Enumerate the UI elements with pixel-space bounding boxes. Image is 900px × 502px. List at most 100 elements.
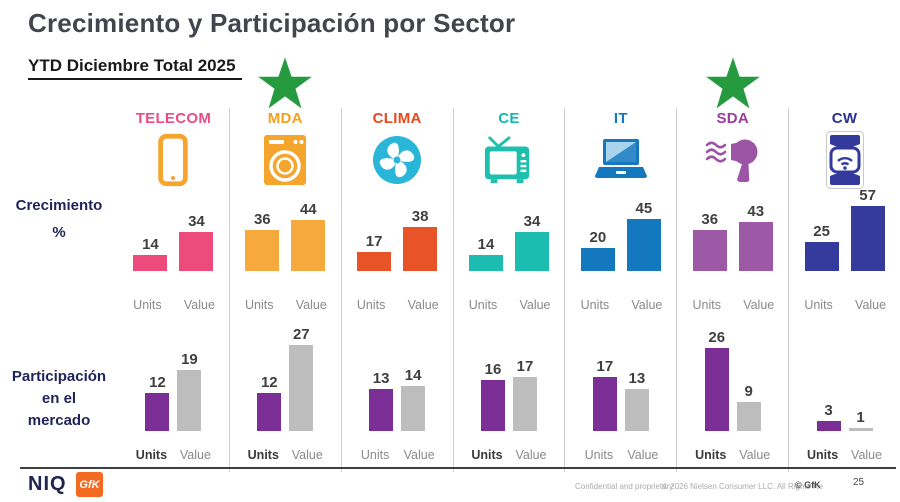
growth-axis-labels: Units Value xyxy=(677,298,788,312)
washing-machine-icon xyxy=(230,130,341,190)
share-value-bar xyxy=(848,427,873,431)
page-number: 25 xyxy=(853,477,865,488)
bar-value-label: 17 xyxy=(516,357,534,375)
share-units-bar-item: 3 xyxy=(816,402,841,431)
laptop-icon xyxy=(565,130,676,190)
axis-units-label: Units xyxy=(247,448,279,462)
share-axis-labels: Units Value xyxy=(565,448,676,462)
axis-value-label: Value xyxy=(179,448,211,462)
growth-bars: 20 45 xyxy=(565,185,676,271)
confidential-note: Confidential and proprietary xyxy=(575,482,674,491)
copyright-note: © 2026 Nielsen Consumer LLC. All Rights … xyxy=(662,482,824,491)
axis-value-label: Value xyxy=(407,298,439,312)
bar-value-label: 13 xyxy=(372,370,390,388)
growth-units-bar-item: 25 xyxy=(804,223,839,271)
axis-units-label: Units xyxy=(692,298,721,312)
growth-bars: 17 38 xyxy=(342,185,453,271)
gfk-logo: GfK xyxy=(76,472,103,497)
share-units-bar-item: 16 xyxy=(481,361,505,431)
niq-logo: NIQ xyxy=(28,473,67,495)
growth-bars: 14 34 xyxy=(118,185,229,271)
share-units-bar-item: 26 xyxy=(704,328,729,431)
axis-units-label: Units xyxy=(580,298,610,312)
growth-axis-labels: Units Value xyxy=(565,298,676,312)
share-units-bar xyxy=(369,389,394,431)
sector-columns: TELECOM 14 34 Units Value 12 19 Units Value MDA 36… xyxy=(118,57,900,472)
share-units-bar-item: 12 xyxy=(145,373,170,431)
growth-units-bar xyxy=(357,251,392,271)
sector-column-mda: MDA 36 44 Units Value 12 27 Units Value xyxy=(228,57,341,472)
share-row-label-block: Participación en el mercado xyxy=(0,366,118,432)
axis-value-label: Value xyxy=(851,448,883,462)
growth-value-bar xyxy=(850,205,885,271)
bar-value-label: 38 xyxy=(411,208,429,226)
growth-value-bar xyxy=(403,227,438,271)
smartwatch-icon xyxy=(789,130,900,190)
growth-value-bar-item: 43 xyxy=(738,203,773,271)
share-units-bar xyxy=(592,376,617,431)
smartphone-icon xyxy=(118,130,229,190)
growth-value-bar-item: 44 xyxy=(291,201,326,271)
axis-value-label: Value xyxy=(519,298,551,312)
growth-bars: 25 57 xyxy=(789,185,900,271)
bar-value-label: 27 xyxy=(292,325,310,343)
bar-value-label: 17 xyxy=(596,357,614,375)
growth-axis-labels: Units Value xyxy=(789,298,900,312)
growth-units-bar xyxy=(580,248,615,271)
bar-value-label: 1 xyxy=(856,408,865,426)
growth-value-bar xyxy=(515,231,549,271)
axis-value-label: Value xyxy=(743,298,775,312)
growth-axis-labels: Units Value xyxy=(118,298,229,312)
growth-units-bar xyxy=(245,229,280,271)
growth-units-bar-item: 14 xyxy=(133,236,168,271)
share-bars: 12 19 xyxy=(118,325,229,431)
bar-value-label: 12 xyxy=(260,373,278,391)
bar-value-label: 34 xyxy=(523,212,541,230)
growth-units-bar xyxy=(804,242,839,271)
copyright-brand: © GfK xyxy=(795,480,821,490)
axis-units-label: Units xyxy=(356,298,386,312)
axis-value-label: Value xyxy=(855,298,887,312)
bar-value-label: 45 xyxy=(635,200,653,218)
sector-label: TELECOM xyxy=(135,110,212,127)
sector-column-sda: SDA 36 43 Units Value 26 9 Units Value xyxy=(676,57,788,472)
share-units-bar xyxy=(704,347,729,431)
share-value-bar xyxy=(289,344,314,431)
growth-value-bar-item: 34 xyxy=(179,213,214,271)
share-value-bar xyxy=(401,386,426,431)
growth-value-bar-item: 34 xyxy=(515,213,549,271)
share-value-bar xyxy=(736,402,761,431)
bar-value-label: 25 xyxy=(813,223,830,241)
share-axis-labels: Units Value xyxy=(677,448,788,462)
bar-value-label: 36 xyxy=(253,210,271,228)
share-units-bar xyxy=(257,392,282,431)
share-bars: 12 27 xyxy=(230,325,341,431)
bar-value-label: 14 xyxy=(477,235,495,253)
share-value-bar-item: 27 xyxy=(289,325,314,431)
axis-units-label: Units xyxy=(471,448,503,462)
growth-units-bar xyxy=(692,229,727,271)
growth-row-label-block: Crecimiento % xyxy=(0,197,118,241)
bar-value-label: 13 xyxy=(628,370,646,388)
bar-value-label: 17 xyxy=(365,232,383,250)
growth-axis-labels: Units Value xyxy=(342,298,453,312)
bar-value-label: 16 xyxy=(484,360,502,378)
highlight-star-icon xyxy=(705,57,761,111)
bar-value-label: 12 xyxy=(149,373,166,391)
share-value-bar-item: 1 xyxy=(848,408,873,431)
sector-label: CLIMA xyxy=(372,110,422,127)
axis-value-label: Value xyxy=(295,298,327,312)
axis-units-label: Units xyxy=(584,448,614,462)
share-row-label-line: Participación xyxy=(11,368,107,385)
axis-value-label: Value xyxy=(515,448,547,462)
axis-value-label: Value xyxy=(403,448,435,462)
growth-units-bar-item: 20 xyxy=(580,229,615,271)
share-units-bar-item: 17 xyxy=(592,357,617,431)
bar-value-label: 9 xyxy=(744,383,753,401)
share-value-bar-item: 13 xyxy=(624,370,649,431)
bar-value-label: 26 xyxy=(708,328,726,346)
axis-value-label: Value xyxy=(627,448,659,462)
growth-value-bar xyxy=(738,221,773,271)
